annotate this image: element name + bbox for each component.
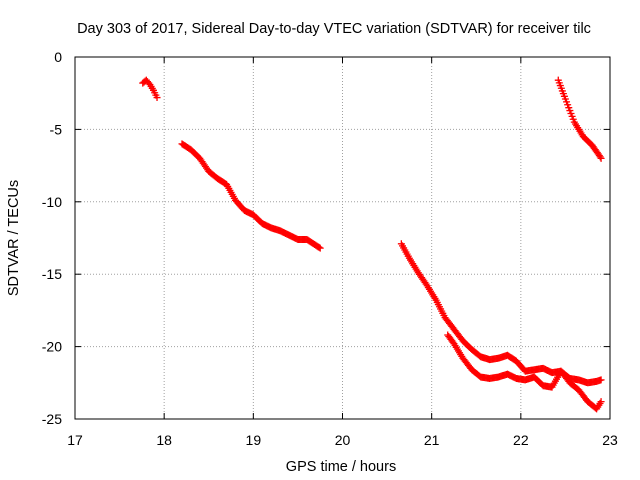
grid (75, 57, 610, 419)
y-tick-labels: 0 -5 -10 -15 -20 -25 (42, 49, 62, 427)
x-axis-label: GPS time / hours (286, 459, 396, 475)
x-tick-label: 23 (602, 432, 618, 448)
chart-title: Day 303 of 2017, Sidereal Day-to-day VTE… (77, 21, 591, 37)
data-point (315, 243, 323, 251)
x-tick-labels: 17 18 19 20 21 22 23 (67, 432, 618, 448)
data-point (596, 153, 604, 161)
y-tick-label: -25 (42, 411, 62, 427)
series-2 (178, 140, 324, 252)
y-tick-label: 0 (54, 49, 62, 65)
x-tick-label: 19 (246, 432, 262, 448)
x-tick-label: 18 (156, 432, 172, 448)
data-series (139, 76, 605, 413)
series-1 (139, 76, 161, 102)
y-tick-label: -5 (50, 121, 63, 137)
data-point (153, 94, 161, 102)
y-tick-label: -20 (42, 339, 62, 355)
data-point (597, 154, 605, 162)
data-point (597, 376, 605, 384)
y-tick-label: -15 (42, 266, 62, 282)
data-point (316, 244, 324, 252)
y-axis-label: SDTVAR / TECUs (6, 180, 22, 296)
series-5 (554, 76, 605, 162)
plot-frame (74, 56, 611, 420)
x-tick-label: 22 (513, 432, 529, 448)
x-tick-label: 20 (335, 432, 351, 448)
series-4 (444, 331, 605, 413)
y-tick-label: -10 (42, 194, 62, 210)
x-tick-label: 21 (424, 432, 440, 448)
data-point (597, 398, 605, 406)
x-tick-label: 17 (67, 432, 83, 448)
series-3 (397, 240, 605, 387)
